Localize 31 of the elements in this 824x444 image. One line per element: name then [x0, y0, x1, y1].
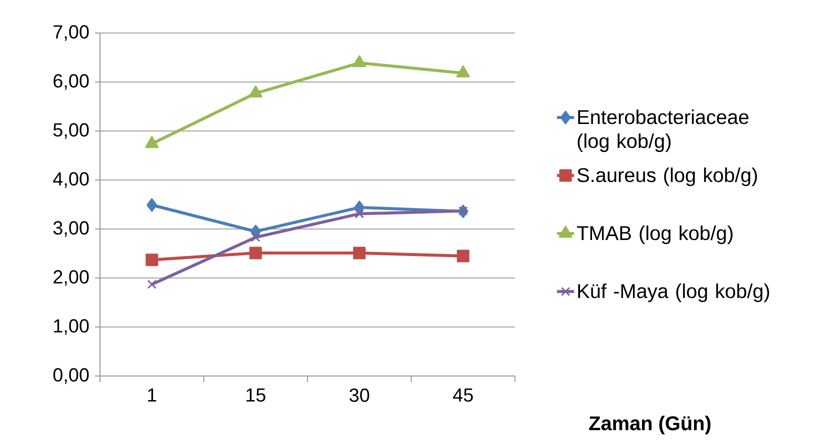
x-tick-label: 15	[246, 388, 266, 402]
x-tick-label: 1	[148, 388, 156, 402]
y-tick-label: 5,00	[53, 123, 89, 139]
legend-label: TMAB (log kob/g)	[577, 226, 733, 244]
y-tick-label: 3,00	[53, 221, 89, 237]
point	[352, 55, 366, 68]
point	[145, 136, 159, 148]
y-tick-label: 7,00	[54, 25, 89, 41]
y-tick-label: 0,00	[53, 368, 89, 384]
point	[354, 200, 365, 214]
point	[353, 246, 366, 260]
point	[354, 209, 364, 218]
point	[456, 250, 470, 262]
point	[147, 280, 157, 290]
y-tick-label: 4,00	[53, 172, 89, 188]
x-tick-label: 45	[453, 388, 473, 402]
y-tick-label: 2,00	[54, 270, 89, 286]
point	[249, 246, 262, 260]
y-tick-label: 1,00	[54, 319, 89, 335]
text: Zaman (Gün)	[589, 416, 710, 434]
point	[146, 198, 158, 212]
point	[250, 232, 260, 242]
point	[456, 65, 470, 78]
y-tick-label: 6,00	[54, 74, 89, 90]
x-tick-label: 30	[350, 388, 370, 402]
legend-label: S.aureus (log kob/g)	[577, 168, 757, 186]
legend-label: Enterobacteriaceae (log kob/g)	[578, 110, 748, 152]
legend-label: Küf -Maya (log kob/g)	[578, 284, 770, 302]
point	[248, 86, 262, 98]
point	[146, 254, 158, 266]
point	[458, 206, 468, 216]
